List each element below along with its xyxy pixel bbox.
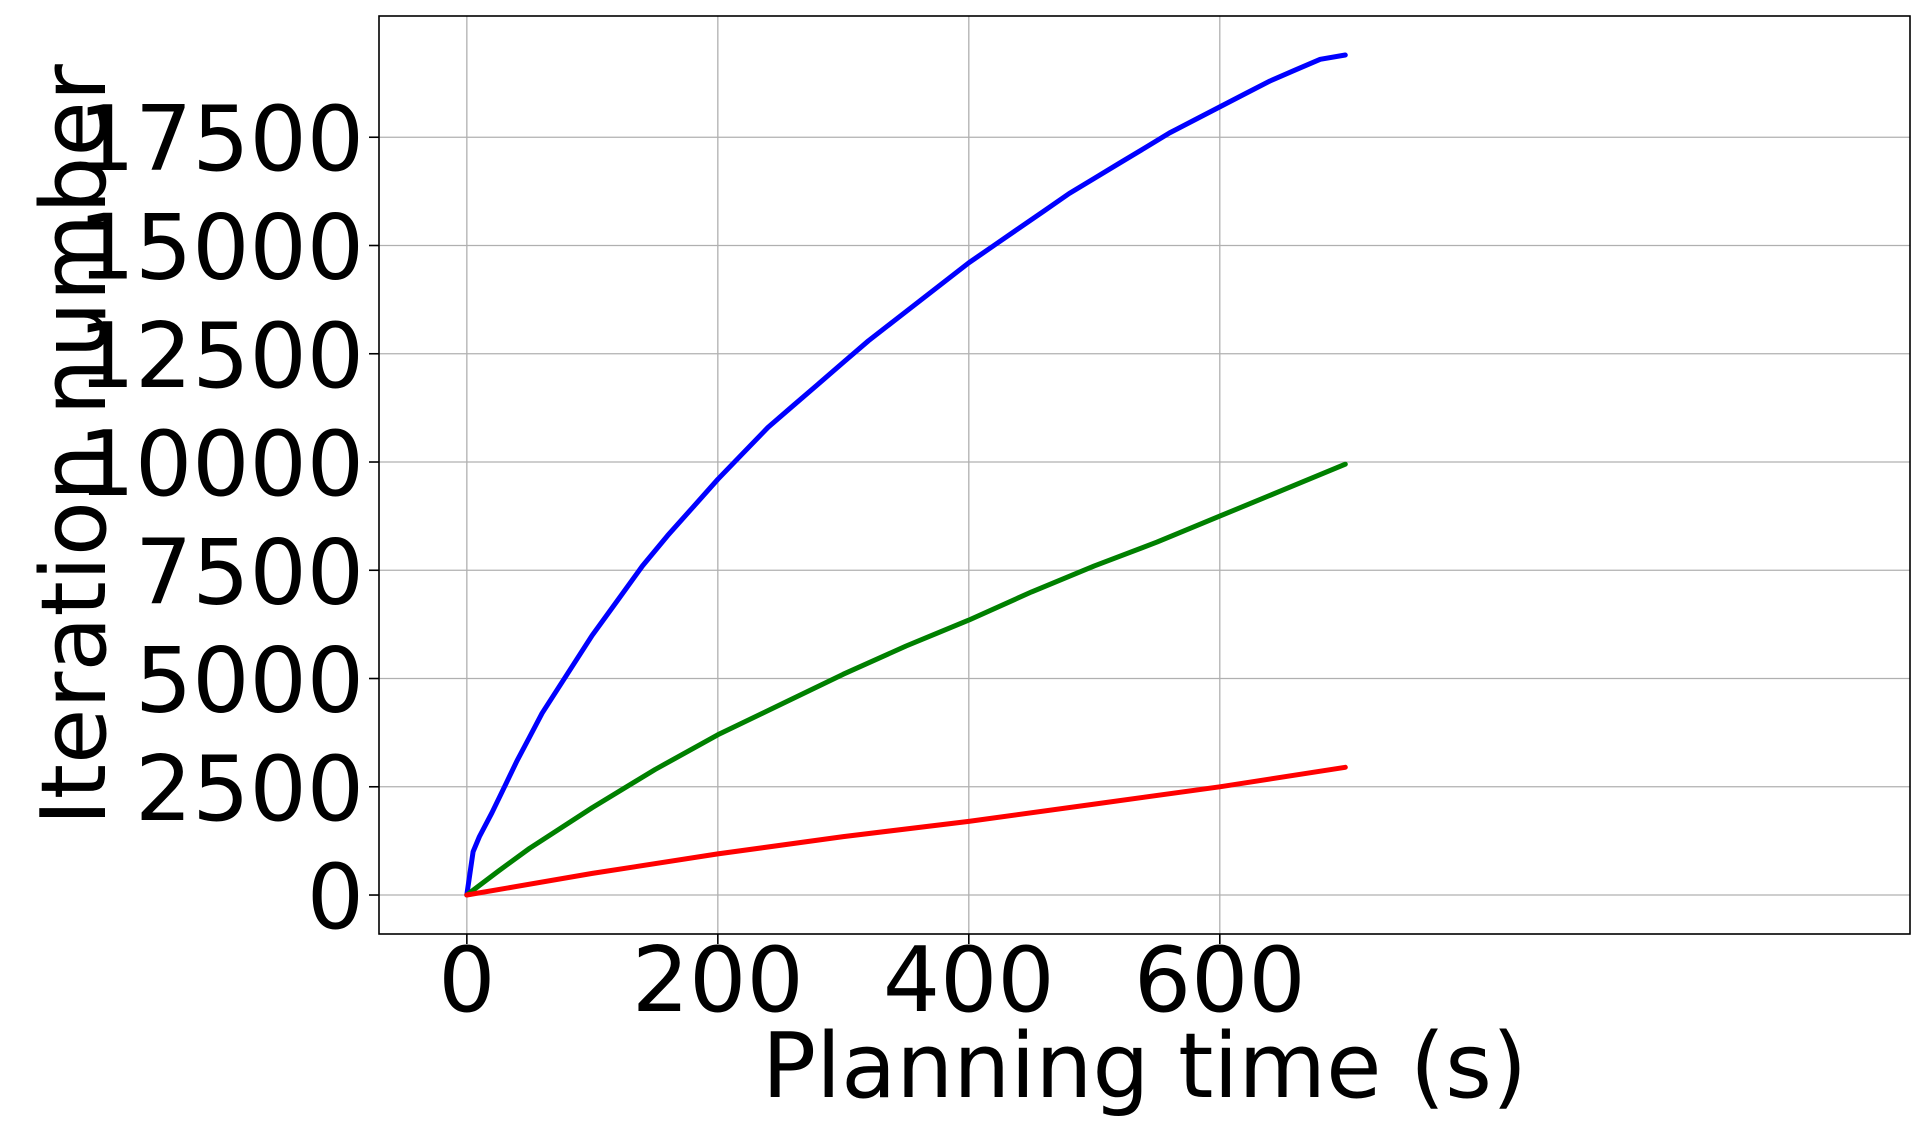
y-tick-label: 12500: [78, 304, 364, 409]
plot-area-frame: [378, 15, 1911, 935]
series-line-1: [464, 52, 1348, 898]
tick-marks: [369, 136, 1221, 944]
series-line-2: [464, 461, 1348, 898]
series-line-3: [464, 764, 1348, 898]
grid: [379, 16, 1910, 934]
y-tick-label: 17500: [78, 87, 364, 192]
y-tick-label: 0: [307, 845, 364, 950]
y-tick-label: 5000: [135, 629, 364, 734]
y-axis-title: Iteration number: [22, 64, 127, 826]
y-tick-label: 7500: [135, 520, 364, 625]
x-tick-labels: 0 200 400 600: [438, 928, 1305, 1033]
series-lines: [464, 52, 1348, 898]
x-tick-label: 0: [438, 928, 495, 1033]
x-tick-label: 400: [883, 928, 1055, 1033]
x-tick-label: 200: [632, 928, 804, 1033]
x-tick-label: 600: [1134, 928, 1306, 1033]
x-axis-title: Planning time (s): [762, 1014, 1527, 1119]
y-tick-label: 10000: [78, 412, 364, 517]
y-tick-label: 15000: [78, 196, 364, 301]
y-tick-label: 2500: [135, 737, 364, 842]
